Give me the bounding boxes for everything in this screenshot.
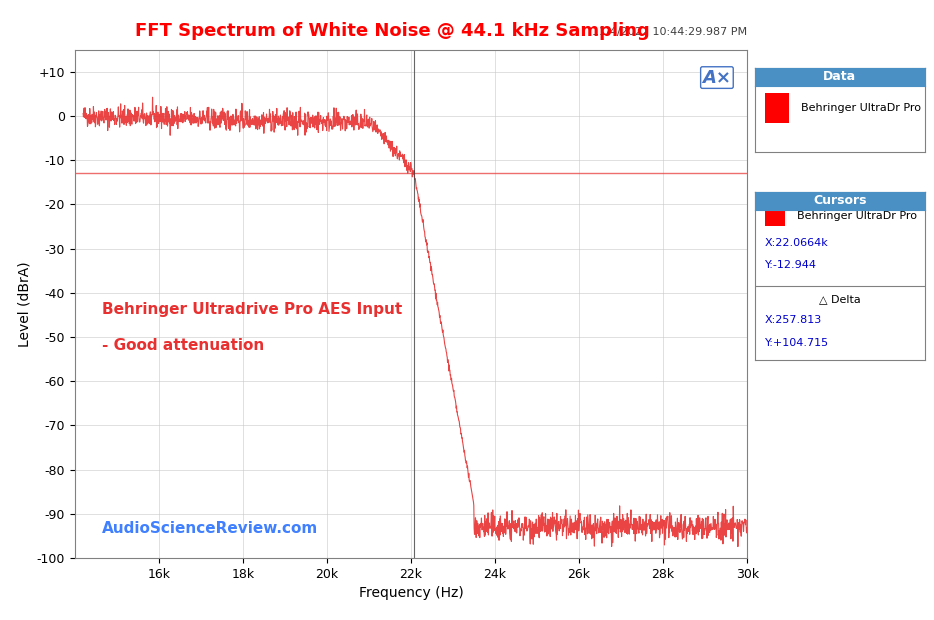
Text: Behringer UltraDr Pro: Behringer UltraDr Pro	[798, 211, 917, 221]
X-axis label: Frequency (Hz): Frequency (Hz)	[359, 587, 463, 600]
Text: Y:+104.715: Y:+104.715	[765, 338, 829, 348]
Text: X:257.813: X:257.813	[765, 315, 822, 325]
Bar	[765, 94, 788, 123]
Text: Behringer Ultradrive Pro AES Input: Behringer Ultradrive Pro AES Input	[102, 302, 402, 317]
Text: Y:-12.944: Y:-12.944	[765, 260, 817, 270]
Text: △ Delta: △ Delta	[819, 294, 860, 304]
Text: X:22.0664k: X:22.0664k	[765, 237, 828, 248]
Text: FFT Spectrum of White Noise @ 44.1 kHz Sampling: FFT Spectrum of White Noise @ 44.1 kHz S…	[134, 22, 650, 40]
Text: Data: Data	[823, 71, 856, 83]
Text: A×: A×	[702, 69, 731, 87]
Text: 11/4/2022 10:44:29.987 PM: 11/4/2022 10:44:29.987 PM	[592, 27, 747, 37]
Bar	[765, 207, 785, 226]
Text: Behringer UltraDr Pro: Behringer UltraDr Pro	[800, 104, 921, 113]
Text: - Good attenuation: - Good attenuation	[102, 337, 264, 353]
Text: Cursors: Cursors	[813, 195, 867, 207]
Y-axis label: Level (dBrA): Level (dBrA)	[17, 261, 31, 347]
Text: AudioScienceReview.com: AudioScienceReview.com	[102, 521, 318, 536]
